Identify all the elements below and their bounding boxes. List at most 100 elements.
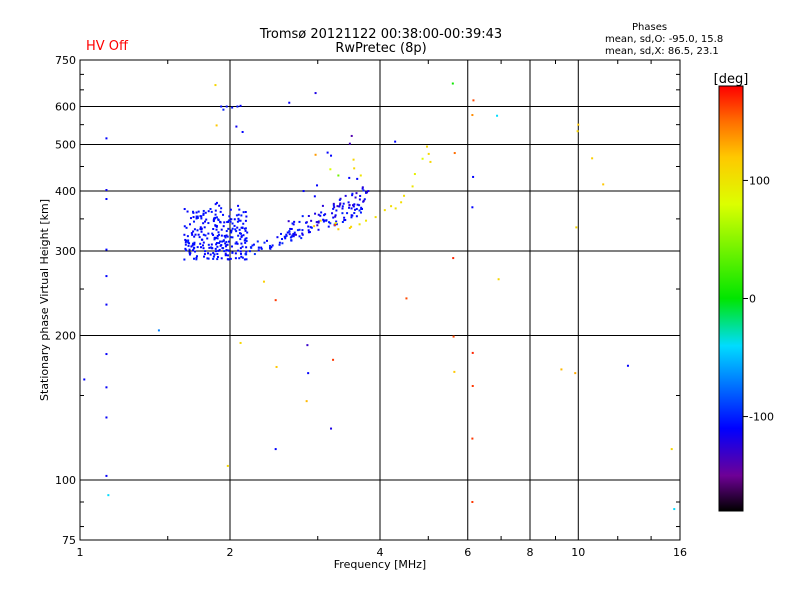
data-point bbox=[302, 190, 305, 193]
data-point bbox=[237, 249, 240, 252]
data-point bbox=[203, 255, 206, 258]
data-point bbox=[188, 253, 191, 256]
data-point bbox=[352, 205, 355, 208]
data-point bbox=[235, 230, 238, 233]
data-point bbox=[207, 210, 210, 213]
data-point bbox=[288, 101, 291, 104]
data-point bbox=[496, 114, 499, 117]
data-point bbox=[202, 247, 205, 250]
data-point bbox=[196, 216, 199, 219]
data-point bbox=[215, 241, 218, 244]
data-point bbox=[361, 207, 364, 210]
data-point bbox=[197, 210, 200, 213]
data-point bbox=[225, 244, 228, 247]
data-point bbox=[329, 168, 332, 171]
colorbar-label: [deg] bbox=[714, 72, 749, 87]
x-tick-label: 1 bbox=[77, 546, 84, 559]
data-point bbox=[219, 240, 222, 243]
data-point bbox=[339, 197, 342, 200]
data-point bbox=[222, 213, 225, 216]
data-point bbox=[673, 508, 676, 511]
data-point bbox=[326, 151, 329, 154]
data-point bbox=[363, 198, 366, 201]
data-point bbox=[237, 234, 240, 237]
data-point bbox=[237, 217, 240, 220]
data-point bbox=[394, 207, 397, 210]
data-point bbox=[202, 233, 205, 236]
data-point bbox=[305, 221, 308, 224]
data-point bbox=[241, 245, 244, 248]
data-point bbox=[217, 231, 220, 234]
data-point bbox=[292, 223, 295, 226]
data-point bbox=[238, 208, 241, 211]
data-point bbox=[237, 213, 240, 216]
data-point bbox=[321, 204, 324, 207]
data-point bbox=[335, 209, 338, 212]
data-point bbox=[341, 205, 344, 208]
plot-frame bbox=[79, 59, 681, 541]
data-point bbox=[284, 236, 287, 239]
data-point bbox=[193, 235, 196, 238]
data-point bbox=[83, 378, 86, 381]
data-point bbox=[186, 235, 189, 238]
data-point bbox=[310, 226, 313, 229]
data-point bbox=[193, 241, 196, 244]
data-point bbox=[217, 233, 220, 236]
data-point bbox=[199, 242, 202, 245]
data-point bbox=[314, 212, 317, 215]
data-point bbox=[105, 198, 108, 201]
data-point bbox=[322, 218, 325, 221]
data-point bbox=[471, 114, 474, 117]
data-point bbox=[184, 243, 187, 246]
data-point bbox=[206, 257, 209, 260]
data-point bbox=[227, 249, 230, 252]
data-point bbox=[238, 232, 241, 235]
data-point bbox=[317, 220, 320, 223]
data-point bbox=[351, 192, 354, 195]
data-point bbox=[212, 220, 215, 223]
data-point bbox=[452, 257, 455, 260]
data-point bbox=[317, 213, 320, 216]
data-point bbox=[203, 226, 206, 229]
data-point bbox=[348, 204, 351, 207]
data-point bbox=[214, 247, 217, 250]
phases-o-stats: mean, sd,O: -95.0, 15.8 bbox=[605, 34, 724, 45]
data-point bbox=[215, 124, 218, 127]
data-point bbox=[341, 207, 344, 210]
data-point bbox=[290, 227, 293, 230]
data-point bbox=[190, 232, 193, 235]
data-point bbox=[325, 219, 328, 222]
data-point bbox=[240, 235, 243, 238]
data-point bbox=[241, 256, 244, 259]
data-point bbox=[201, 244, 204, 247]
data-point bbox=[225, 240, 228, 243]
data-point bbox=[207, 257, 210, 260]
data-point bbox=[218, 248, 221, 251]
data-point bbox=[332, 207, 335, 210]
data-point bbox=[222, 247, 225, 250]
data-point bbox=[204, 234, 207, 237]
data-point bbox=[360, 206, 363, 209]
data-point bbox=[301, 215, 304, 218]
x-tick-label: 16 bbox=[673, 546, 687, 559]
data-point bbox=[212, 218, 215, 221]
data-point bbox=[241, 226, 244, 229]
data-point bbox=[226, 254, 229, 257]
data-point bbox=[195, 215, 198, 218]
data-point bbox=[292, 233, 295, 236]
data-point bbox=[221, 240, 224, 243]
y-tick-label: 750 bbox=[55, 54, 76, 67]
data-point bbox=[248, 250, 251, 253]
data-point bbox=[351, 194, 354, 197]
data-point bbox=[352, 158, 355, 161]
data-point bbox=[236, 226, 239, 229]
data-point bbox=[285, 233, 288, 236]
data-point bbox=[183, 233, 186, 236]
data-point bbox=[266, 239, 269, 242]
data-point bbox=[228, 215, 231, 218]
data-point bbox=[238, 228, 241, 231]
data-point bbox=[235, 214, 238, 217]
data-point bbox=[274, 448, 277, 451]
data-point bbox=[237, 204, 240, 207]
colorbar-tick-label: 100 bbox=[749, 174, 770, 187]
